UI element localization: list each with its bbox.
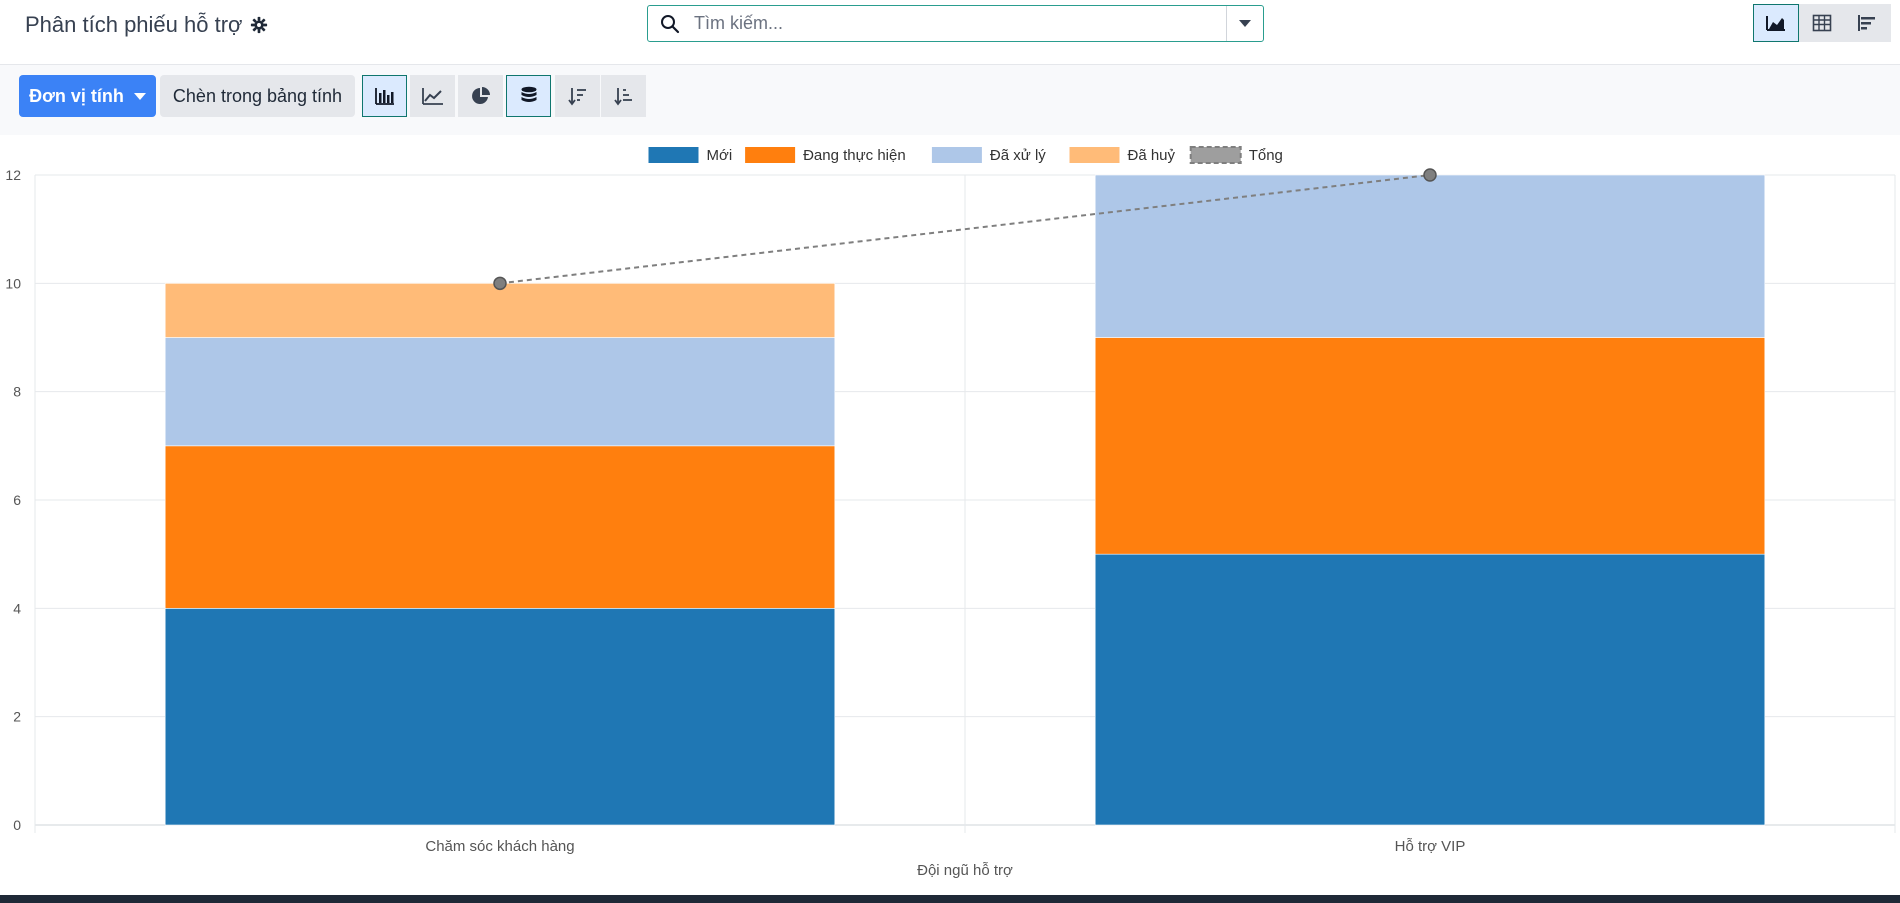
insert-label: Chèn trong bảng tính — [172, 85, 343, 106]
measure-dropdown-button[interactable]: Đơn vị tính — [19, 75, 156, 117]
legend-item: Tổng — [1189, 146, 1283, 164]
legend-label: Đang thực hiện — [803, 147, 906, 164]
pivot-view-icon — [1812, 14, 1832, 32]
page-title: Phân tích phiếu hỗ trợ — [25, 12, 268, 38]
y-tick-label: 8 — [13, 384, 21, 400]
legend-swatch — [931, 147, 982, 163]
graph-toolbar: Đơn vị tính Chèn trong bảng tính — [0, 65, 1900, 135]
bar-segment — [164, 337, 836, 447]
graph-view-button[interactable] — [1753, 4, 1799, 42]
y-tick-label: 10 — [5, 275, 21, 291]
legend-label: Tổng — [1249, 147, 1283, 164]
y-tick-label: 0 — [13, 817, 21, 833]
legend-swatch — [745, 147, 796, 163]
chart-bars — [164, 174, 1766, 826]
sort-ascending-button[interactable] — [601, 75, 646, 117]
total-line — [499, 174, 1431, 285]
legend-swatch — [1189, 146, 1242, 164]
stacked-bar-chart: Mới Đang thực hiện Đã xử lý Đã huỷ Tổng 0 2 4 6… — [5, 146, 1896, 879]
legend-label: Đã huỷ — [1128, 147, 1176, 164]
sort-asc-icon — [613, 88, 632, 106]
x-axis-label: Đội ngũ hỗ trợ — [917, 862, 1013, 879]
legend-swatch — [1069, 147, 1120, 163]
search-input[interactable] — [692, 5, 1226, 42]
bar-segment — [164, 445, 836, 609]
chart-area: Mới Đang thực hiện Đã xử lý Đã huỷ Tổng 0 2 4 6… — [0, 135, 1900, 895]
total-point — [493, 276, 507, 291]
legend-swatch — [648, 147, 699, 163]
bar-segment — [1094, 553, 1766, 826]
stacked-icon — [521, 86, 536, 102]
graph-view-icon — [1766, 16, 1785, 31]
legend-item: Mới — [648, 147, 733, 164]
gear-icon[interactable] — [250, 16, 268, 34]
bar-chart-icon — [374, 88, 394, 105]
total-point — [1423, 168, 1437, 182]
chart-total-line — [493, 168, 1437, 291]
chevron-down-icon — [1239, 20, 1251, 27]
stacked-toggle-button[interactable] — [506, 75, 551, 117]
search-bar — [647, 5, 1264, 42]
taskbar-strip — [0, 895, 1900, 903]
list-view-icon — [1858, 15, 1875, 31]
chart-legend: Mới Đang thực hiện Đã xử lý Đã huỷ Tổng — [648, 146, 1283, 164]
y-tick-label: 6 — [13, 492, 21, 508]
line-chart-icon — [421, 88, 443, 105]
control-panel: Phân tích phiếu hỗ trợ — [0, 0, 1900, 65]
view-switcher — [1753, 4, 1891, 42]
bar-segment — [1094, 174, 1766, 338]
line-chart-button[interactable] — [410, 75, 455, 117]
y-tick-label: 2 — [13, 709, 21, 725]
x-tick-label: Hỗ trợ VIP — [1395, 838, 1466, 855]
bar-chart-button[interactable] — [362, 75, 407, 117]
bar-segment — [164, 608, 836, 826]
legend-item: Đã xử lý — [931, 147, 1046, 164]
search-icon[interactable] — [648, 6, 692, 41]
sort-descending-button[interactable] — [555, 75, 600, 117]
y-tick-label: 12 — [5, 167, 21, 183]
insert-in-spreadsheet-button[interactable]: Chèn trong bảng tính — [160, 75, 355, 117]
search-options-toggle[interactable] — [1226, 6, 1263, 41]
pie-chart-icon — [471, 87, 490, 104]
caret-down-icon — [133, 92, 146, 100]
measure-label: Đơn vị tính — [29, 85, 124, 106]
legend-label: Đã xử lý — [990, 147, 1046, 164]
pie-chart-button[interactable] — [458, 75, 503, 117]
y-tick-label: 4 — [13, 600, 21, 616]
sort-desc-icon — [567, 88, 586, 106]
legend-item: Đã huỷ — [1069, 147, 1176, 164]
list-view-button[interactable] — [1845, 4, 1891, 42]
x-tick-label: Chăm sóc khách hàng — [425, 838, 574, 855]
legend-label: Mới — [707, 147, 733, 164]
chart-axes: 0 2 4 6 8 10 12 Chăm sóc khách hàng Hỗ trợ VIP Độ… — [5, 167, 1465, 879]
bar-segment — [1094, 337, 1766, 555]
bar-segment — [164, 283, 836, 338]
pivot-view-button[interactable] — [1799, 4, 1845, 42]
legend-item: Đang thực hiện — [745, 147, 906, 164]
page-title-text: Phân tích phiếu hỗ trợ — [25, 12, 243, 37]
